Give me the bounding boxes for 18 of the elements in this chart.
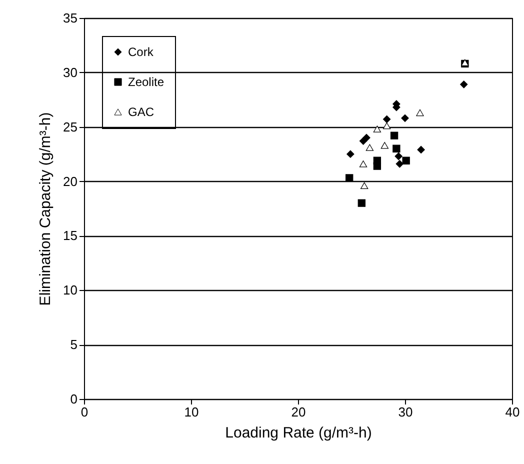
y-tick-label: 20 — [63, 174, 78, 189]
x-tick-label: 40 — [505, 404, 520, 420]
y-tick-label: 5 — [70, 337, 78, 352]
legend-label: Cork — [128, 45, 154, 59]
x-tick-label: 30 — [398, 404, 413, 420]
y-tick-label: 35 — [63, 10, 78, 26]
legend-label: Zeolite — [128, 75, 164, 89]
y-tick-label: 10 — [63, 282, 78, 298]
legend-label: GAC — [128, 105, 154, 119]
y-tick-label: 15 — [63, 228, 78, 244]
y-tick-label: 30 — [63, 64, 78, 80]
y-tick-label: 0 — [70, 392, 78, 406]
y-tick-label: 25 — [63, 119, 78, 134]
x-tick-label: 20 — [291, 404, 306, 420]
x-tick-label: 0 — [80, 404, 88, 420]
x-tick-label: 10 — [184, 404, 199, 420]
x-axis-title: Loading Rate (g/m³-h) — [225, 424, 372, 442]
y-axis-title: Elimination Capacity (g/m³-h) — [37, 112, 54, 306]
